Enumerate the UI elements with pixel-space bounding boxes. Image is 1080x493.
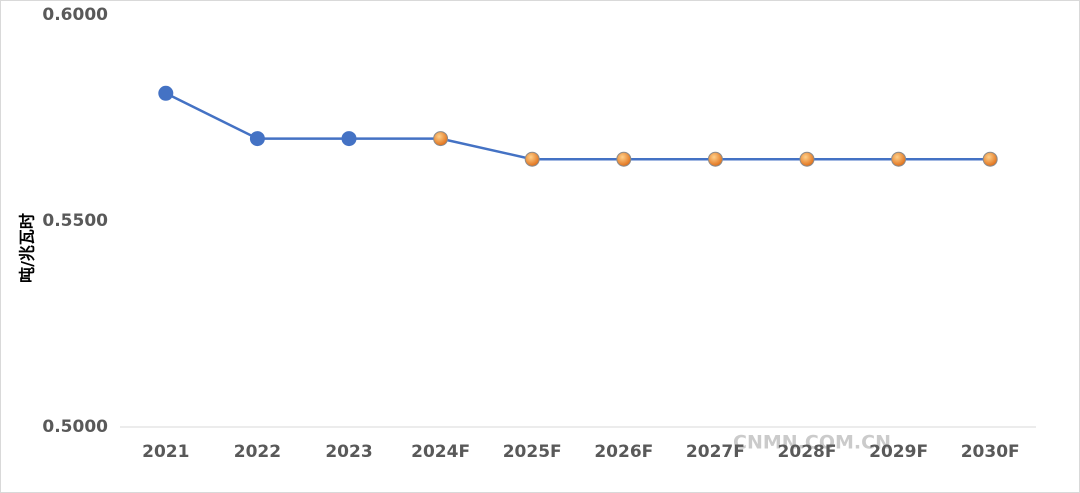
x-tick-label: 2027F bbox=[686, 442, 745, 462]
marker bbox=[433, 131, 449, 147]
x-tick-label: 2030F bbox=[961, 442, 1020, 462]
x-tick-label: 2022 bbox=[234, 442, 281, 462]
x-tick-label: 2026F bbox=[594, 442, 653, 462]
x-tick-label: 2021 bbox=[142, 442, 189, 462]
x-tick-label: 2029F bbox=[869, 442, 928, 462]
y-axis-label: 吨/兆瓦时 bbox=[18, 213, 37, 283]
marker bbox=[982, 151, 998, 167]
x-tick-label: 2028F bbox=[778, 442, 837, 462]
marker bbox=[891, 151, 907, 167]
x-tick-label: 2025F bbox=[503, 442, 562, 462]
marker bbox=[707, 151, 723, 167]
x-tick-label: 2023 bbox=[325, 442, 372, 462]
y-tick-label: 0.6000 bbox=[42, 5, 108, 25]
y-tick-label: 0.5000 bbox=[42, 417, 108, 437]
watermark: CNMN.COM.CN bbox=[733, 432, 891, 454]
line bbox=[165, 92, 991, 161]
marker bbox=[249, 131, 265, 147]
marker bbox=[616, 151, 632, 167]
marker bbox=[799, 151, 815, 167]
marker bbox=[158, 85, 174, 101]
x-tick-label: 2024F bbox=[411, 442, 470, 462]
y-tick-label: 0.5500 bbox=[42, 211, 108, 231]
marker bbox=[524, 151, 540, 167]
marker bbox=[341, 131, 357, 147]
